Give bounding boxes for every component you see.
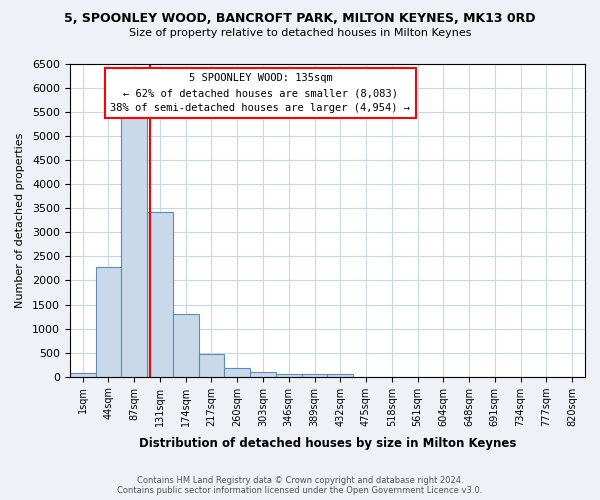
Bar [147,212,173,376]
Bar [95,267,121,376]
Bar [70,373,95,376]
Bar [121,118,147,376]
Y-axis label: Number of detached properties: Number of detached properties [15,132,25,308]
Text: Size of property relative to detached houses in Milton Keynes: Size of property relative to detached ho… [129,28,471,38]
Bar [199,354,224,376]
Text: 5, SPOONLEY WOOD, BANCROFT PARK, MILTON KEYNES, MK13 0RD: 5, SPOONLEY WOOD, BANCROFT PARK, MILTON … [64,12,536,26]
Bar [302,374,328,376]
Bar [173,314,199,376]
Bar [224,368,250,376]
Text: Contains HM Land Registry data © Crown copyright and database right 2024.
Contai: Contains HM Land Registry data © Crown c… [118,476,482,495]
X-axis label: Distribution of detached houses by size in Milton Keynes: Distribution of detached houses by size … [139,437,516,450]
Bar [250,372,276,376]
Bar [328,374,353,376]
Text: 5 SPOONLEY WOOD: 135sqm
← 62% of detached houses are smaller (8,083)
38% of semi: 5 SPOONLEY WOOD: 135sqm ← 62% of detache… [110,74,410,113]
Bar [276,374,302,376]
